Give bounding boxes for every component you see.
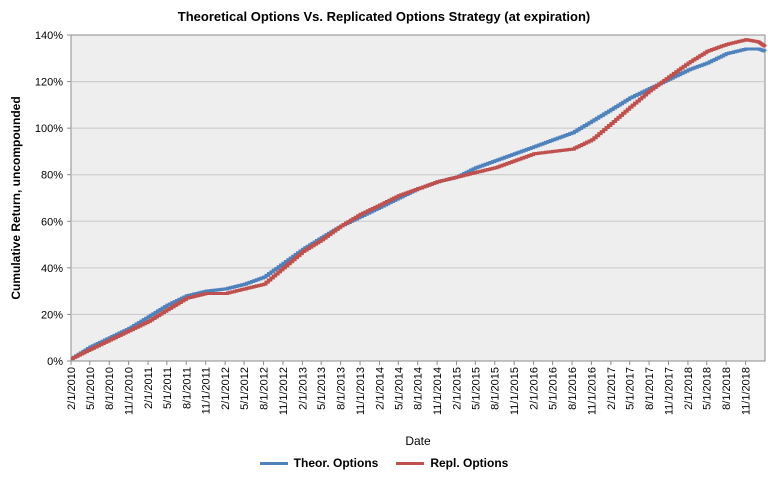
legend-swatch [259,461,288,465]
legend: Theor. Options Repl. Options [0,456,768,470]
y-tick-label: 40% [41,263,63,275]
x-tick-label: 2/1/2012 [220,367,232,410]
x-tick-label: 8/1/2015 [490,367,502,410]
chart-title: Theoretical Options Vs. Replicated Optio… [177,9,591,24]
x-tick-label: 2/1/2011 [143,367,155,409]
legend-swatch [396,461,425,465]
x-tick-label: 8/1/2014 [413,367,425,410]
x-tick-label: 5/1/2013 [316,367,328,410]
x-tick-label: 8/1/2018 [721,367,733,410]
y-tick-label: 80% [41,170,63,182]
x-tick-label: 11/1/2015 [509,367,521,415]
x-tick-label: 11/1/2012 [278,367,290,415]
x-tick-label: 11/1/2018 [741,367,753,415]
x-tick-label: 5/1/2016 [548,367,560,410]
x-tick-label: 2/1/2017 [606,367,618,410]
x-tick-label: 8/1/2010 [104,367,116,410]
x-tick-label: 11/1/2017 [664,367,676,415]
x-tick-label: 11/1/2016 [586,367,598,415]
x-tick-label: 5/1/2015 [470,367,482,410]
x-tick-label: 8/1/2011 [181,367,193,409]
x-tick-label: 8/1/2012 [259,367,271,410]
x-tick-label: 2/1/2016 [529,367,541,410]
y-tick-label: 60% [41,216,63,228]
x-tick-label: 2/1/2013 [297,367,309,410]
x-tick-label: 8/1/2013 [336,367,348,410]
series-line-1 [71,38,767,361]
legend-label: Repl. Options [430,456,509,470]
legend-item: Theor. Options [259,456,379,470]
x-axis-label: Date [405,434,431,448]
y-tick-label: 120% [35,77,63,89]
legend-label: Theor. Options [293,456,379,470]
x-tick-label: 2/1/2014 [374,367,386,410]
x-tick-label: 11/1/2014 [432,367,444,415]
x-tick-label: 8/1/2017 [644,367,656,410]
y-tick-label: 20% [41,309,63,321]
x-tick-label: 5/1/2012 [239,367,251,410]
y-tick-label: 140% [35,30,63,42]
x-tick-label: 2/1/2010 [66,367,78,410]
x-tick-label: 2/1/2015 [452,367,464,410]
y-tick-label: 100% [35,123,63,135]
x-tick-label: 5/1/2014 [393,367,405,410]
x-tick-label: 11/1/2011 [201,367,213,414]
y-axis-label: Cumulative Return, uncompounded [9,96,23,299]
y-tick-label: 0% [47,356,63,368]
legend-item: Repl. Options [396,456,508,470]
x-tick-label: 5/1/2018 [702,367,714,410]
x-tick-label: 8/1/2016 [567,367,579,410]
x-tick-label: 11/1/2013 [355,367,367,415]
x-tick-label: 5/1/2010 [85,367,97,410]
x-tick-label: 5/1/2011 [162,367,174,409]
x-tick-label: 2/1/2018 [683,367,695,410]
x-tick-label: 11/1/2010 [124,367,136,415]
x-tick-label: 5/1/2017 [625,367,637,410]
